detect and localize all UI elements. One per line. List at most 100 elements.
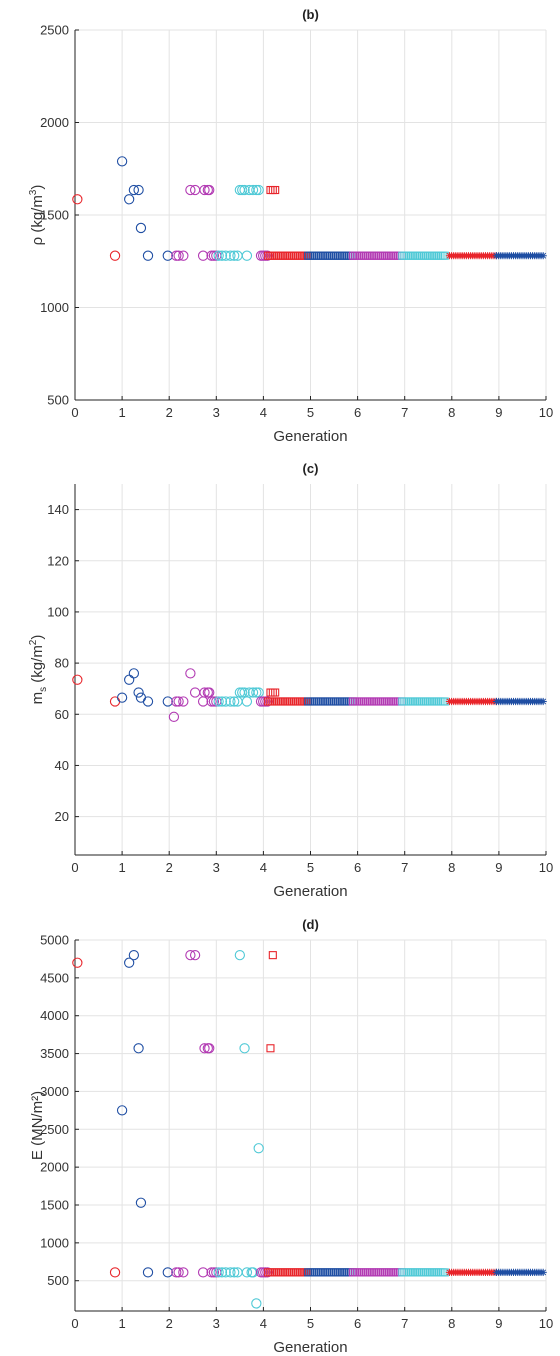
data-point — [162, 1267, 173, 1278]
x-tick-label: 0 — [71, 405, 78, 420]
data-point — [171, 696, 182, 707]
y-axis-label: ρ (kg/m3) — [28, 185, 46, 246]
data-point — [213, 1267, 224, 1278]
data-point — [142, 250, 154, 261]
x-tick-label: 4 — [260, 405, 267, 420]
data-point — [116, 156, 128, 167]
y-tick-label: 100 — [47, 604, 69, 619]
y-tick-label: 80 — [55, 656, 69, 671]
data-point — [241, 250, 253, 261]
y-axis-label-part: 3 — [28, 189, 39, 195]
x-tick-label: 7 — [401, 860, 408, 875]
data-point — [229, 250, 240, 261]
data-point — [251, 184, 262, 196]
x-tick-label: 1 — [118, 1316, 125, 1331]
data-point — [225, 1267, 236, 1278]
data-point — [124, 674, 135, 685]
y-tick-label: 5000 — [40, 933, 69, 948]
data-point — [206, 1267, 217, 1278]
data-point — [133, 1043, 144, 1054]
data-point — [271, 688, 280, 697]
y-axis-label: E (MN/m²) — [29, 1091, 46, 1160]
data-point — [171, 250, 182, 261]
y-tick-label: 2500 — [40, 1122, 69, 1137]
data-point — [133, 687, 144, 698]
data-point — [220, 250, 231, 261]
data-point — [135, 222, 147, 234]
y-axis-label-part: s — [38, 687, 49, 692]
y-axis-label-part: 2 — [28, 639, 39, 645]
data-point — [220, 1267, 231, 1278]
data-point — [109, 696, 121, 707]
data-point — [162, 250, 173, 261]
y-axis-label-part: ) — [29, 635, 46, 640]
data-point — [251, 687, 262, 698]
y-tick-label: 120 — [47, 553, 69, 568]
x-tick-label: 7 — [401, 405, 408, 420]
x-tick-label: 3 — [213, 1316, 220, 1331]
y-tick-label: 1500 — [40, 1198, 69, 1213]
x-tick-label: 8 — [448, 1316, 455, 1331]
grid — [74, 484, 547, 855]
data-markers — [72, 156, 547, 261]
data-point — [206, 250, 217, 261]
x-tick-label: 5 — [307, 860, 314, 875]
data-point — [178, 1267, 189, 1278]
y-tick-label: 40 — [55, 758, 69, 773]
data-point — [185, 184, 196, 196]
data-point — [253, 1143, 264, 1154]
x-tick-label: 1 — [118, 860, 125, 875]
data-point — [539, 1268, 547, 1276]
data-point — [109, 1267, 121, 1278]
x-tick-label: 2 — [166, 405, 173, 420]
data-point — [199, 1043, 210, 1054]
y-tick-label: 140 — [47, 502, 69, 517]
data-point — [253, 184, 264, 196]
data-point — [72, 194, 83, 205]
data-point — [189, 949, 201, 961]
data-point — [208, 250, 220, 261]
data-point — [225, 250, 236, 261]
data-point — [72, 957, 83, 968]
data-point — [128, 668, 140, 679]
data-point — [237, 184, 248, 196]
data-point — [185, 949, 196, 961]
data-point — [185, 668, 196, 679]
y-axis-label-part: E (MN/m²) — [29, 1091, 46, 1160]
data-point — [124, 194, 135, 205]
x-tick-label: 8 — [448, 405, 455, 420]
data-point — [199, 687, 210, 698]
data-point — [135, 1197, 147, 1208]
x-axis-label: Generation — [273, 883, 347, 900]
data-point — [189, 687, 201, 698]
chart-title: (c) — [303, 461, 319, 476]
data-point — [266, 1044, 275, 1053]
data-point — [271, 185, 280, 195]
x-tick-label: 4 — [260, 860, 267, 875]
data-point — [216, 250, 228, 261]
data-point — [247, 1267, 259, 1278]
data-point — [199, 184, 210, 196]
x-tick-label: 2 — [166, 860, 173, 875]
data-point — [539, 252, 547, 260]
data-point — [206, 696, 217, 707]
x-tick-label: 10 — [539, 405, 553, 420]
x-tick-label: 10 — [539, 1316, 553, 1331]
data-point — [216, 696, 228, 707]
data-point — [241, 696, 253, 707]
data-point — [197, 250, 209, 261]
y-axis-label-part: ρ (kg/m — [29, 195, 46, 245]
data-point — [220, 696, 231, 707]
y-tick-label: 60 — [55, 707, 69, 722]
data-point — [142, 1267, 154, 1278]
x-tick-label: 5 — [307, 405, 314, 420]
data-point — [539, 697, 547, 706]
data-point — [72, 674, 83, 685]
data-point — [266, 185, 275, 195]
x-axis-label: Generation — [273, 428, 347, 445]
data-point — [213, 696, 224, 707]
data-point — [135, 692, 147, 703]
data-markers — [72, 668, 547, 722]
x-tick-label: 10 — [539, 860, 553, 875]
